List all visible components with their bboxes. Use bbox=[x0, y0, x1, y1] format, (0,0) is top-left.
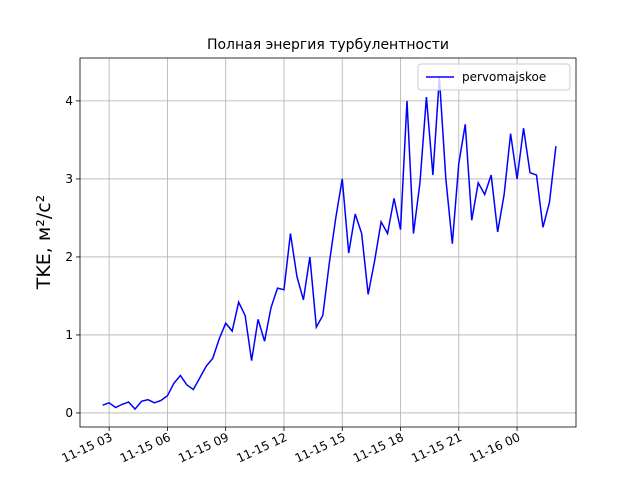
line bbox=[102, 77, 557, 411]
y-tick-label: 0 bbox=[65, 406, 73, 420]
y-tick-label: 4 bbox=[65, 94, 73, 108]
plot-frame bbox=[79, 57, 577, 428]
legend-label: pervomajskoe bbox=[462, 70, 546, 84]
y-tick-label: 3 bbox=[65, 172, 73, 186]
legend-box bbox=[417, 63, 571, 91]
y-axis-label: TKE, м²/с² bbox=[33, 195, 55, 291]
y-tick-label: 1 bbox=[65, 328, 73, 342]
chart-title: Полная энергия турбулентности bbox=[207, 37, 449, 53]
legend: pervomajskoe bbox=[417, 63, 571, 91]
y-tick-label: 2 bbox=[65, 250, 73, 264]
